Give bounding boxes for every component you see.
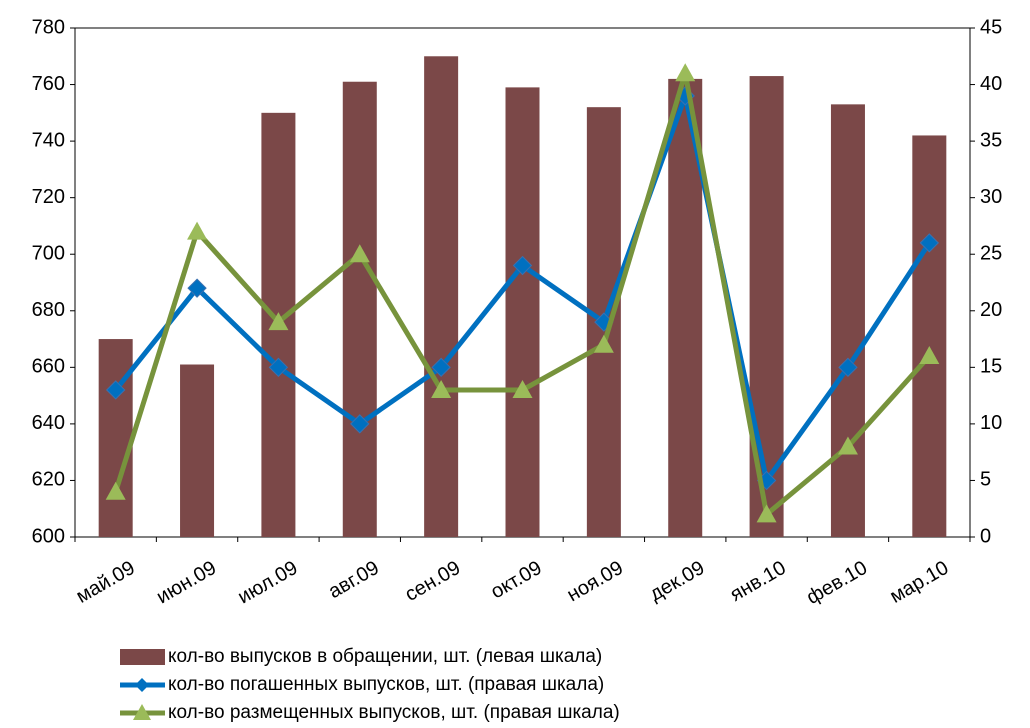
y-tick-label: 720 <box>32 186 65 208</box>
y2-tick-label: 15 <box>980 356 1002 378</box>
y2-tick-label: 10 <box>980 412 1002 434</box>
marker <box>268 312 289 331</box>
marker <box>268 357 289 378</box>
legend-label: кол-во размещенных выпусков, шт. (правая… <box>168 702 620 723</box>
y2-tick-label: 35 <box>980 129 1002 151</box>
x-tick-label: июл.09 <box>234 557 301 609</box>
y2-tick-label: 20 <box>980 299 1002 321</box>
bar <box>830 104 865 537</box>
x-tick-label: авг.09 <box>325 557 383 603</box>
y-tick-label: 760 <box>32 73 65 95</box>
bar <box>424 56 459 538</box>
y-tick-label: 740 <box>32 129 65 151</box>
x-tick-label: окт.09 <box>487 557 545 603</box>
x-tick-label: ноя.09 <box>563 557 627 606</box>
y-tick-label: 700 <box>32 243 65 265</box>
marker <box>187 278 207 298</box>
marker <box>675 63 696 82</box>
y2-tick-label: 5 <box>980 469 991 491</box>
marker <box>837 436 858 455</box>
bar <box>342 81 377 537</box>
legend-marker <box>133 704 151 720</box>
x-tick-label: дек.09 <box>646 557 708 606</box>
y2-tick-label: 45 <box>980 16 1002 38</box>
x-tick-label: май.09 <box>73 557 139 608</box>
marker <box>919 346 940 365</box>
marker <box>431 379 452 398</box>
y2-tick-label: 0 <box>980 525 991 547</box>
x-tick-label: июн.09 <box>153 557 220 609</box>
y2-tick-label: 30 <box>980 186 1002 208</box>
marker <box>512 379 533 398</box>
y-tick-label: 680 <box>32 299 65 321</box>
marker <box>187 221 208 240</box>
y-tick-label: 620 <box>32 469 65 491</box>
marker <box>919 233 940 253</box>
y-tick-label: 780 <box>32 16 65 38</box>
marker <box>350 414 370 434</box>
x-tick-label: фев.10 <box>803 557 871 609</box>
bar <box>505 87 540 537</box>
marker <box>756 504 777 523</box>
legend-swatch <box>120 649 165 665</box>
legend-label: кол-во погашенных выпусков, шт. (правая … <box>168 674 604 695</box>
bar <box>98 339 133 537</box>
marker <box>105 481 126 500</box>
x-tick-label: янв.10 <box>726 557 789 606</box>
bar <box>912 135 947 537</box>
y-tick-label: 640 <box>32 412 65 434</box>
marker <box>431 357 451 378</box>
marker <box>593 334 614 353</box>
marker <box>349 244 370 263</box>
legend-label: кол-во выпусков в обращении, шт. (левая … <box>168 646 602 667</box>
legend-marker <box>135 678 149 692</box>
y-tick-label: 660 <box>32 356 65 378</box>
y2-tick-label: 25 <box>980 243 1002 265</box>
marker <box>838 357 858 378</box>
x-tick-label: сен.09 <box>401 557 464 606</box>
y2-tick-label: 40 <box>980 73 1002 95</box>
x-tick-label: мар.10 <box>886 557 952 608</box>
y-tick-label: 600 <box>32 525 65 547</box>
bar <box>180 364 215 537</box>
marker <box>105 380 126 400</box>
marker <box>512 255 533 276</box>
